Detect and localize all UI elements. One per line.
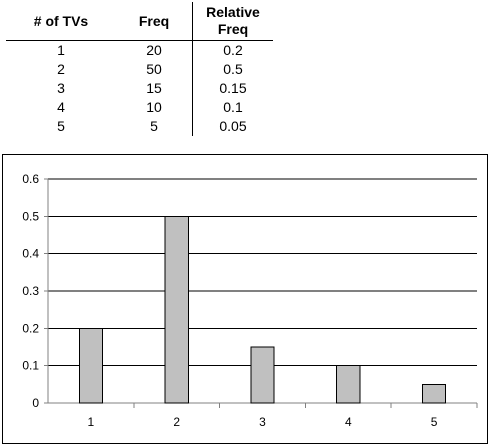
column-header-relative-freq-line2: Freq (217, 21, 249, 37)
x-tick-label: 3 (259, 415, 266, 429)
table-cell-freq: 10 (116, 98, 193, 117)
chart-frame: 0 0.1 0.2 0.3 0.4 0.5 0.6 1 2 3 4 5 (2, 154, 488, 444)
bar-chart: 0 0.1 0.2 0.3 0.4 0.5 0.6 1 2 3 4 5 (22, 172, 478, 429)
table-cell-relative-freq: 0.2 (223, 42, 243, 58)
y-tick-label: 0.1 (22, 359, 39, 373)
column-header-tvs-text: # of TVs (33, 12, 89, 29)
column-header-relative-freq: Relative Freq (192, 2, 273, 41)
table-cell-relative-freq: 0.05 (219, 118, 247, 134)
table-cell-relative-freq: 0.15 (219, 80, 247, 96)
bar (164, 215, 189, 404)
y-tick-label: 0.6 (22, 172, 39, 186)
table-cell-tvs: 4 (57, 99, 65, 115)
table-cell-freq: 15 (116, 79, 193, 98)
table-row: 3 15 0.15 (6, 79, 273, 98)
table-cell-relative-freq: 0.1 (223, 99, 243, 115)
table-row: 5 5 0.05 (6, 117, 273, 136)
y-tick-label: 0.5 (22, 209, 39, 223)
y-tick-label: 0.3 (22, 284, 39, 298)
column-header-tvs: # of TVs (6, 2, 116, 41)
y-tick-label: 0.2 (22, 321, 39, 335)
bar (336, 365, 361, 404)
x-tick-label: 1 (88, 415, 95, 429)
table-header-row: # of TVs Freq Relative Freq (6, 2, 273, 41)
table-cell-freq: 5 (116, 117, 193, 136)
bar (422, 383, 447, 404)
column-header-freq: Freq (116, 2, 193, 41)
x-tick-label: 4 (345, 415, 352, 429)
column-header-freq-text: Freq (138, 12, 170, 29)
table-cell-tvs: 3 (57, 80, 65, 96)
x-tick-label: 5 (431, 415, 438, 429)
y-tick-label: 0 (32, 396, 39, 410)
table-cell-relative-freq: 0.5 (223, 61, 243, 77)
x-tick-label: 2 (173, 415, 180, 429)
y-tick-label: 0.4 (22, 247, 39, 261)
table-cell-freq: 50 (116, 60, 193, 79)
table-row: 2 50 0.5 (6, 60, 273, 79)
table-cell-freq: 20 (116, 40, 193, 60)
bar (250, 346, 275, 404)
frequency-table: # of TVs Freq Relative Freq 1 20 0.2 2 5… (6, 2, 273, 136)
column-header-relative-freq-line1: Relative (206, 4, 260, 20)
table-cell-tvs: 1 (57, 42, 65, 58)
table-row: 4 10 0.1 (6, 98, 273, 117)
table-cell-tvs: 5 (57, 118, 65, 134)
table-row: 1 20 0.2 (6, 40, 273, 60)
table-cell-tvs: 2 (57, 61, 65, 77)
bar (78, 327, 103, 404)
